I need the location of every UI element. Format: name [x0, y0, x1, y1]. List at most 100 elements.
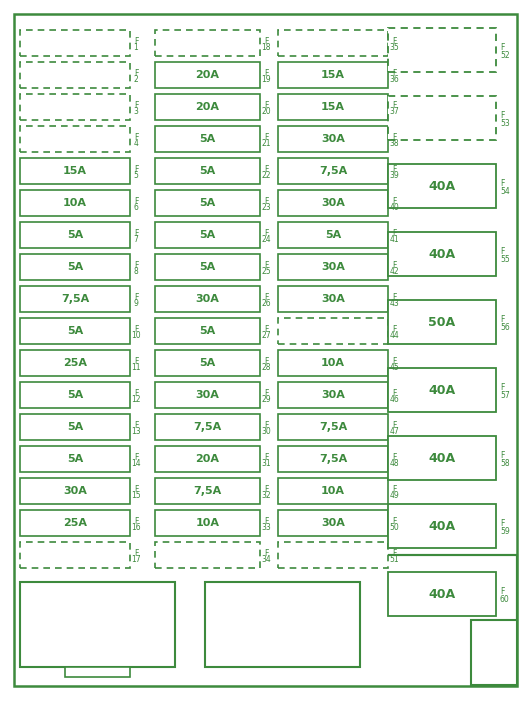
Text: 31: 31 [261, 459, 271, 468]
Bar [155, 414, 260, 440]
Bar [155, 286, 260, 312]
Text: 30A: 30A [195, 294, 219, 304]
Text: 5A: 5A [199, 198, 216, 208]
Text: 25A: 25A [63, 518, 87, 528]
Text: 16: 16 [131, 523, 141, 533]
Text: 40: 40 [389, 203, 399, 212]
Text: 23: 23 [261, 203, 271, 212]
Bar [278, 126, 388, 152]
Text: 5A: 5A [199, 166, 216, 176]
Text: F: F [134, 389, 138, 398]
Text: 37: 37 [389, 108, 399, 116]
Text: 7,5A: 7,5A [193, 486, 221, 496]
Text: 5A: 5A [67, 230, 83, 240]
Text: 7,5A: 7,5A [319, 454, 347, 464]
Text: F: F [500, 43, 504, 51]
Bar [20, 94, 130, 120]
Text: F: F [134, 485, 138, 493]
Bar [388, 368, 496, 412]
Bar [278, 478, 388, 504]
Text: 7,5A: 7,5A [61, 294, 89, 304]
Text: 10: 10 [131, 332, 141, 341]
Bar [155, 190, 260, 216]
Text: 30A: 30A [321, 134, 345, 144]
Text: F: F [392, 389, 396, 398]
Text: 20: 20 [261, 108, 271, 116]
Bar [20, 62, 130, 88]
Bar [20, 126, 130, 152]
Text: 25: 25 [261, 267, 271, 277]
Text: 4: 4 [134, 140, 139, 148]
Text: 10A: 10A [63, 198, 87, 208]
Text: 24: 24 [261, 235, 271, 245]
Text: F: F [264, 324, 268, 334]
Text: 30A: 30A [321, 294, 345, 304]
Bar [155, 30, 260, 56]
Text: 20A: 20A [195, 454, 219, 464]
Text: F: F [392, 36, 396, 46]
Bar [20, 542, 130, 568]
Bar [388, 300, 496, 344]
Text: F: F [500, 382, 504, 391]
Text: 44: 44 [389, 332, 399, 341]
Text: 51: 51 [389, 555, 399, 565]
Text: F: F [392, 228, 396, 237]
Bar [20, 318, 130, 344]
Text: 40A: 40A [429, 247, 456, 260]
Bar [278, 382, 388, 408]
Text: 2: 2 [134, 76, 139, 85]
Text: F: F [392, 165, 396, 173]
Text: 30A: 30A [195, 390, 219, 400]
Text: F: F [134, 197, 138, 205]
Text: F: F [134, 165, 138, 173]
Text: 28: 28 [261, 364, 271, 372]
Bar [20, 158, 130, 184]
Text: 17: 17 [131, 555, 141, 565]
Text: F: F [264, 516, 268, 525]
Text: F: F [500, 451, 504, 459]
Bar [388, 504, 496, 548]
Text: 30A: 30A [63, 486, 87, 496]
Text: F: F [392, 421, 396, 429]
Text: F: F [392, 485, 396, 493]
Text: 48: 48 [389, 459, 399, 468]
Text: 12: 12 [131, 396, 141, 404]
Text: F: F [264, 356, 268, 366]
Text: 43: 43 [389, 299, 399, 309]
Text: F: F [134, 292, 138, 302]
Text: 10A: 10A [321, 486, 345, 496]
Text: 57: 57 [500, 391, 510, 399]
Text: 15: 15 [131, 491, 141, 501]
Bar [278, 222, 388, 248]
Bar [155, 222, 260, 248]
Text: 59: 59 [500, 526, 510, 535]
Text: F: F [134, 36, 138, 46]
Bar [388, 232, 496, 276]
Bar [20, 254, 130, 280]
Bar [20, 350, 130, 376]
Bar [20, 582, 175, 667]
Text: 47: 47 [389, 428, 399, 436]
Text: 41: 41 [389, 235, 399, 245]
Bar [155, 350, 260, 376]
Bar [278, 446, 388, 472]
Bar [388, 572, 496, 616]
Text: 49: 49 [389, 491, 399, 501]
Text: 30A: 30A [321, 390, 345, 400]
Text: 52: 52 [500, 51, 510, 59]
Text: 5A: 5A [67, 454, 83, 464]
Bar [388, 436, 496, 480]
Text: 7,5A: 7,5A [319, 166, 347, 176]
Text: F: F [392, 68, 396, 78]
Text: F: F [500, 111, 504, 120]
Text: 40A: 40A [429, 451, 456, 464]
Text: 10A: 10A [321, 358, 345, 368]
Text: F: F [500, 178, 504, 188]
Bar [278, 158, 388, 184]
Text: 10A: 10A [195, 518, 219, 528]
Bar [155, 126, 260, 152]
Text: 5A: 5A [199, 262, 216, 272]
Bar [278, 510, 388, 536]
Text: 5A: 5A [199, 358, 216, 368]
Bar [278, 254, 388, 280]
